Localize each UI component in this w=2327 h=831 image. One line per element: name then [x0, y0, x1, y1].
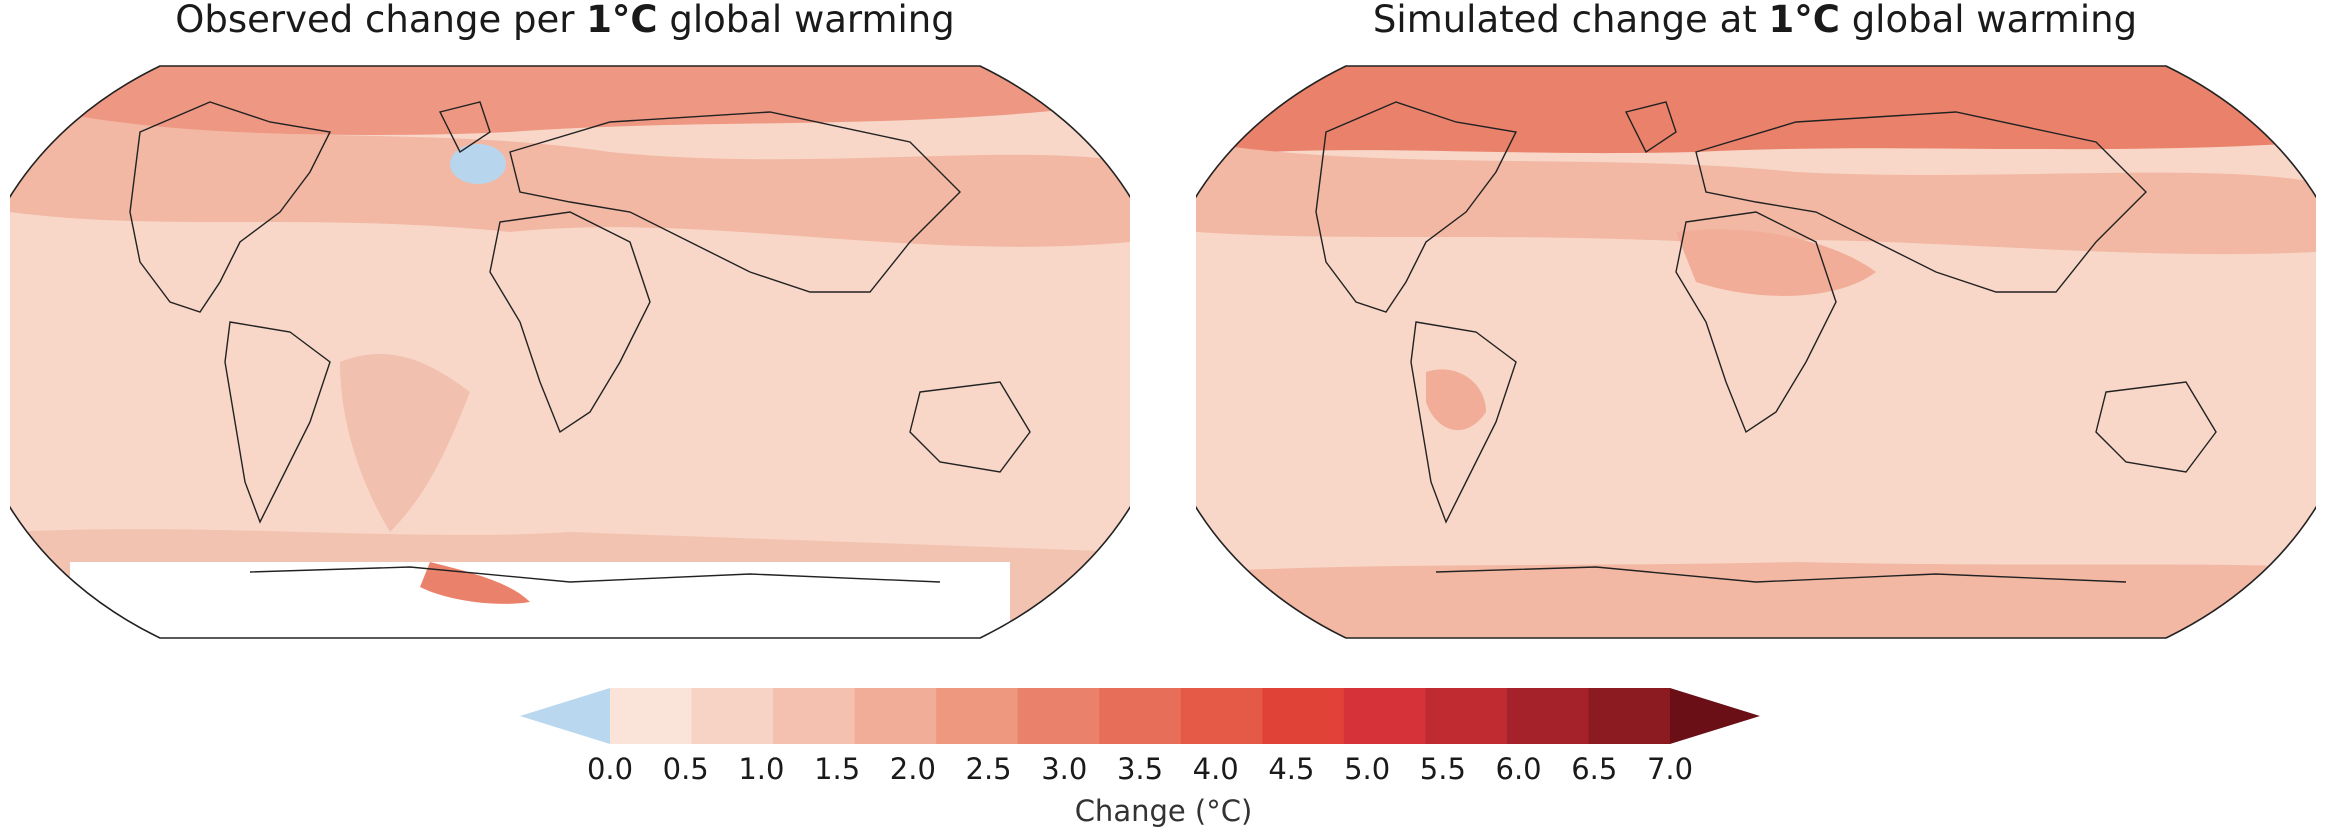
- colorbar-cell: [1180, 688, 1263, 744]
- colorbar-tick-label: 5.5: [1419, 752, 1466, 786]
- antarctica-outline: [249, 566, 941, 583]
- eurasia-outline: [509, 111, 961, 293]
- colorbar-tick-label: 7.0: [1646, 752, 1694, 786]
- colorbar-tick-label: 0.5: [662, 752, 709, 786]
- north-america-outline: [1315, 101, 1518, 313]
- coastlines: [129, 101, 1031, 583]
- colorbar-cell: [773, 688, 856, 744]
- africa-outline: [489, 211, 651, 434]
- australia-outline: [909, 381, 1031, 473]
- colorbar-tick-label: 3.5: [1116, 752, 1164, 786]
- antarctic-peninsula-hotspot: [420, 562, 530, 604]
- colorbar-tick-label: 1.0: [738, 752, 785, 786]
- antarctica-outline: [1435, 566, 2127, 583]
- arctic-warming-band: [1196, 66, 2316, 157]
- australia-outline: [2095, 381, 2217, 473]
- africa-outline: [1675, 211, 1837, 434]
- colorbar-tick-label: 6.0: [1495, 752, 1542, 786]
- colorbar-cell: [936, 688, 1019, 744]
- north-atlantic-cold-spot: [450, 144, 506, 184]
- colorbar-tick-label: 2.5: [965, 752, 1012, 786]
- colorbar-cell: [1099, 688, 1182, 744]
- colorbar-tick-label: 3.0: [1041, 752, 1088, 786]
- colorbar-cell: [1343, 688, 1426, 744]
- colorbar-cell: [1506, 688, 1589, 744]
- north-america-outline: [129, 101, 332, 313]
- coastlines: [1315, 101, 2217, 583]
- northern-midlat-band: [10, 102, 1130, 247]
- south-america-outline: [1410, 321, 1517, 524]
- colorbar-tick-label: 6.5: [1571, 752, 1618, 786]
- greenland-outline: [438, 101, 491, 154]
- sahara-warm-patch: [1676, 229, 1876, 296]
- south-atlantic-patch: [340, 353, 470, 532]
- map-border: [1196, 65, 2316, 639]
- right-panel-title: Simulated change at 1°C global warming: [1372, 0, 2138, 41]
- colorbar-cell: [854, 688, 937, 744]
- colorbar-tick-label: 4.5: [1268, 752, 1315, 786]
- antarctica-no-data: [70, 562, 1010, 638]
- colorbar-cell: [1262, 688, 1345, 744]
- colorbar: [520, 688, 1760, 744]
- observed-warming-map: [10, 65, 1130, 639]
- colorbar-tick-label: 5.0: [1344, 752, 1391, 786]
- simulated-warming-map: [1196, 65, 2316, 639]
- colorbar-tick-label: 2.0: [889, 752, 936, 786]
- colorbar-cell: [610, 688, 693, 744]
- left-panel-title: Observed change per 1°C global warming: [175, 0, 955, 41]
- greenland-outline: [1624, 101, 1677, 154]
- colorbar-cell: [691, 688, 774, 744]
- colorbar-below-triangle: [520, 688, 610, 744]
- antarctic-band: [1196, 562, 2316, 638]
- colorbar-cell: [1017, 688, 1100, 744]
- eurasia-outline: [1695, 111, 2147, 293]
- map-border: [10, 65, 1130, 639]
- colorbar-tick-label: 4.0: [1192, 752, 1239, 786]
- northern-midlat-band: [1196, 142, 2316, 255]
- colorbar-tick-label: 1.5: [814, 752, 861, 786]
- south-america-outline: [224, 321, 331, 524]
- colorbar-cell: [1588, 688, 1671, 744]
- colorbar-cells: [610, 688, 1671, 744]
- arctic-warming-band: [10, 66, 1130, 142]
- amazon-warm-patch: [1426, 369, 1486, 431]
- colorbar-tick-label: 0.0: [586, 752, 634, 786]
- colorbar-above-triangle: [1670, 688, 1760, 744]
- colorbar-label: Change (°C): [1074, 794, 1253, 828]
- colorbar-cell: [1425, 688, 1508, 744]
